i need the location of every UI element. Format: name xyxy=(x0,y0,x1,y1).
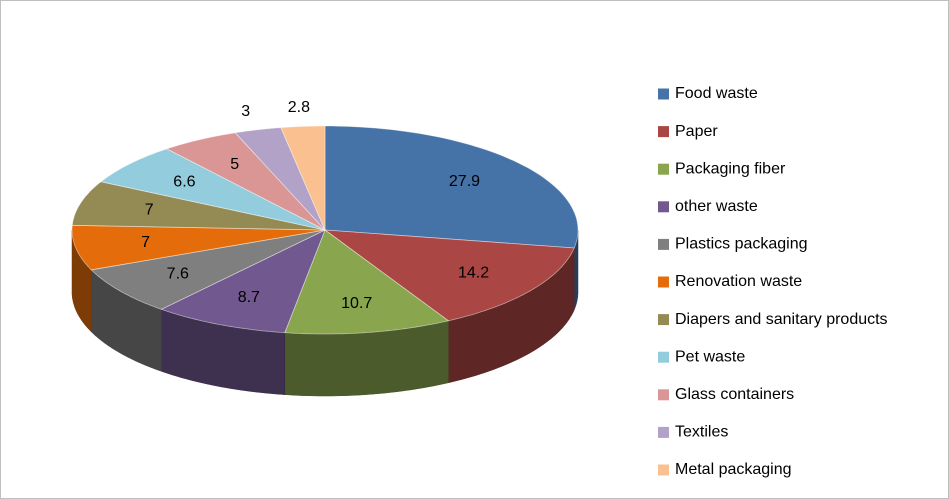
legend-label: Glass containers xyxy=(675,386,794,403)
data-label: 5 xyxy=(230,156,239,173)
legend-label: Metal packaging xyxy=(675,461,792,478)
data-label: 7.6 xyxy=(167,265,189,282)
legend-label: Renovation waste xyxy=(675,273,802,290)
legend-label: Diapers and sanitary products xyxy=(675,311,888,328)
legend-label: Plastics packaging xyxy=(675,236,808,253)
slice xyxy=(324,125,579,249)
slice xyxy=(284,229,450,335)
data-label: 10.7 xyxy=(341,295,372,312)
legend-swatch xyxy=(658,276,669,288)
legend-swatch xyxy=(658,238,669,250)
slice xyxy=(323,229,575,322)
legend-swatch xyxy=(658,389,669,401)
data-label: 2.8 xyxy=(288,99,310,116)
legend-swatch xyxy=(658,88,669,100)
legend-swatch xyxy=(658,351,669,363)
slice xyxy=(234,127,326,231)
slice xyxy=(160,229,326,334)
slice xyxy=(165,132,326,231)
legend-swatch xyxy=(658,426,669,438)
legend-swatch xyxy=(658,201,669,213)
data-label: 3 xyxy=(241,103,250,120)
slice xyxy=(90,229,326,310)
slice xyxy=(71,181,326,231)
slice xyxy=(71,224,326,271)
data-label: 8.7 xyxy=(238,289,260,306)
legend-label: Paper xyxy=(675,123,718,140)
legend-swatch xyxy=(658,464,669,476)
legend-swatch xyxy=(658,163,669,175)
legend-label: Packaging fiber xyxy=(675,160,786,177)
legend-label: Food waste xyxy=(675,85,758,102)
slice xyxy=(280,125,326,231)
legend-label: Pet waste xyxy=(675,348,745,365)
slice xyxy=(99,148,326,231)
legend-swatch xyxy=(658,126,669,138)
legend-swatch xyxy=(658,314,669,326)
data-label: 7 xyxy=(141,234,150,251)
legend-label: other waste xyxy=(675,198,758,215)
data-label: 6.6 xyxy=(173,174,195,191)
legend-label: Textiles xyxy=(675,424,728,441)
data-label: 7 xyxy=(145,202,154,219)
data-label: 14.2 xyxy=(458,265,489,282)
data-label: 27.9 xyxy=(449,173,480,190)
